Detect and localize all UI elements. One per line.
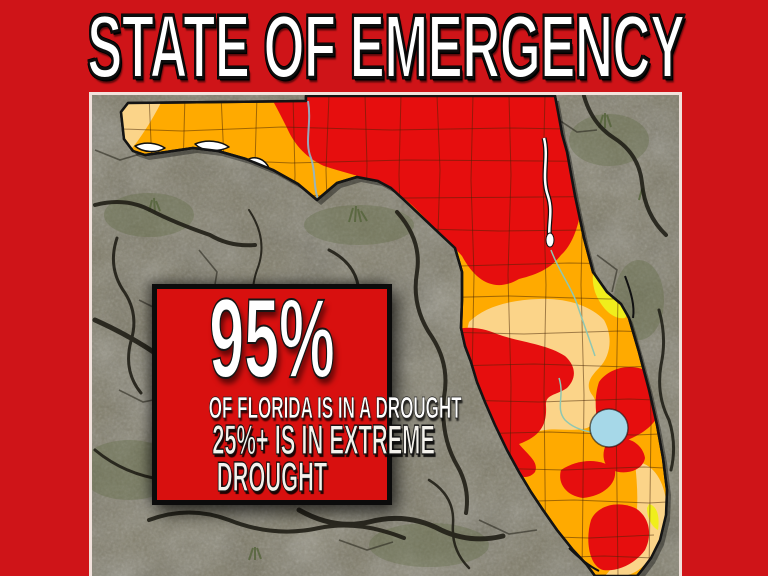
florida-drought-map [119,95,671,576]
pensacola-bay [134,142,166,153]
poster-title: STATE OF EMERGENCY [86,0,686,97]
st-johns-river-south [550,249,596,357]
extreme-drought-north-region [267,96,580,286]
title-band: STATE OF EMERGENCY [86,0,686,97]
moderate-drought-panhandle-tip [121,96,165,154]
extreme-drought-south-of-lake-blob [560,461,616,498]
extreme-drought-far-south-blob [588,504,650,571]
st-johns-river [542,137,553,245]
cracked-earth-photo-panel: 95% OF FLORIDA IS IN A DROUGHT 25%+ IS I… [89,92,682,576]
stat-detail: 25%+ IS IN EXTREME DROUGHT [212,418,435,498]
state-outline [119,95,669,576]
barrier-islands [568,275,635,572]
kissimmee-river [558,377,592,433]
stat-percent: 95% [209,276,336,401]
moderate-drought-southeast-coast [605,462,667,576]
stat-callout-box: 95% OF FLORIDA IS IN A DROUGHT 25%+ IS I… [152,276,462,505]
apalachicola-river [307,100,319,200]
stat-detail-line2: DROUGHT [216,452,328,500]
lake-george [545,232,555,248]
stat-detail-line1: 25%+ IS IN EXTREME [212,416,435,463]
lake-okeechobee [589,408,629,448]
mud-cracks [92,95,676,570]
charlotte-harbor [489,446,505,473]
